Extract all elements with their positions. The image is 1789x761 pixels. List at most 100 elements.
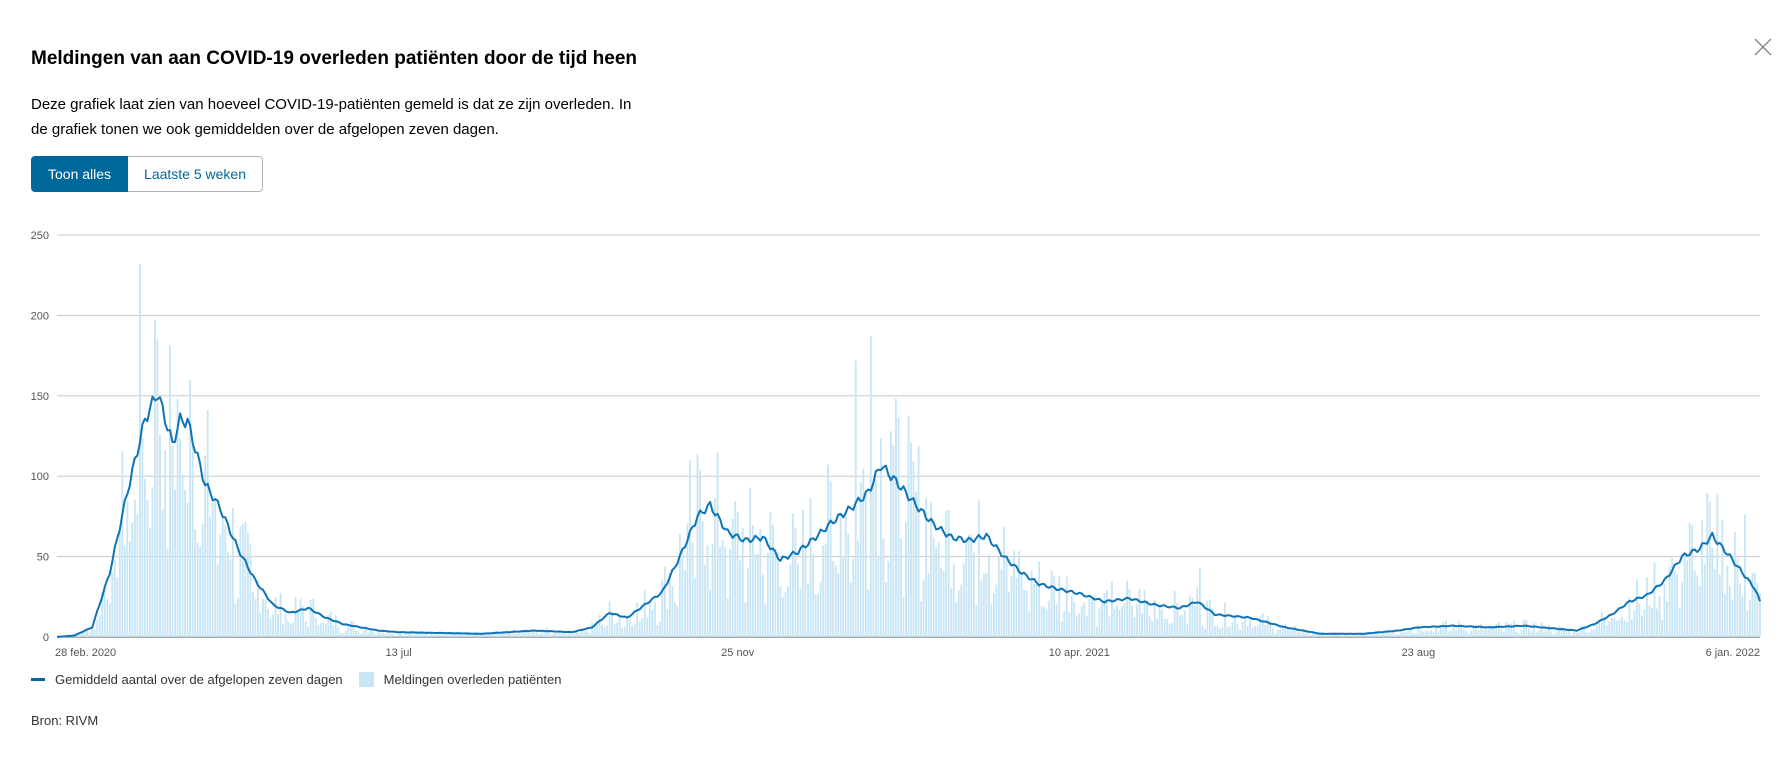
bar <box>1598 622 1601 637</box>
bar <box>578 632 581 637</box>
bar <box>1306 632 1309 637</box>
bar <box>679 534 681 637</box>
y-tick-label: 200 <box>31 310 49 322</box>
bar <box>1668 566 1671 637</box>
bar <box>1138 588 1141 637</box>
bar <box>417 631 420 637</box>
y-tick-label: 0 <box>43 632 49 644</box>
bar <box>181 475 184 637</box>
last-5-weeks-button[interactable]: Laatste 5 weken <box>128 156 264 192</box>
bar <box>834 565 837 637</box>
bar <box>854 360 857 637</box>
bar <box>370 630 372 637</box>
bar <box>209 516 212 637</box>
bar <box>1206 600 1209 637</box>
bar <box>475 632 478 637</box>
bar <box>410 633 413 637</box>
bar <box>397 632 400 637</box>
bar <box>277 614 279 637</box>
bar <box>1420 630 1422 637</box>
bar <box>302 606 305 637</box>
bar <box>925 497 927 637</box>
bar <box>254 599 257 637</box>
show-all-button[interactable]: Toon alles <box>31 156 129 192</box>
bar <box>420 631 423 637</box>
bar <box>1723 593 1726 637</box>
bar <box>463 635 465 637</box>
bar <box>1588 632 1591 637</box>
bar <box>495 630 498 637</box>
bar <box>832 560 835 637</box>
bar <box>568 632 571 637</box>
bar <box>774 548 777 637</box>
bar <box>457 633 460 637</box>
bar <box>1487 628 1490 637</box>
bar <box>490 632 493 637</box>
bar <box>422 633 425 637</box>
bar <box>601 625 603 637</box>
bar <box>842 557 845 637</box>
legend-line-swatch <box>31 678 45 681</box>
bar <box>365 628 367 637</box>
bar <box>1751 572 1754 637</box>
bar <box>1485 629 1488 637</box>
bar <box>528 630 531 637</box>
bar <box>1083 602 1086 637</box>
bar <box>890 431 892 637</box>
bar <box>375 633 377 637</box>
bar <box>360 634 362 637</box>
bar <box>257 579 259 637</box>
bar <box>1417 625 1420 637</box>
bar <box>1620 616 1623 637</box>
bar <box>1565 629 1568 637</box>
bar <box>304 621 307 637</box>
bar <box>1382 632 1385 637</box>
bar <box>297 611 300 637</box>
bar <box>1095 626 1098 637</box>
bar <box>1691 525 1694 637</box>
bar <box>113 560 116 637</box>
bar <box>1312 632 1314 637</box>
bar <box>1269 620 1272 637</box>
bar <box>1126 580 1128 637</box>
bar <box>1101 602 1103 637</box>
bar <box>879 438 882 637</box>
bar <box>156 339 159 637</box>
bar <box>1525 619 1528 637</box>
bar <box>1005 560 1008 637</box>
bar <box>204 455 207 637</box>
bar <box>1018 551 1020 637</box>
bar <box>623 626 626 637</box>
y-tick-label: 150 <box>31 391 49 403</box>
bar <box>706 545 709 637</box>
bar <box>312 598 315 637</box>
bar <box>1593 629 1596 637</box>
x-tick-label: 25 nov <box>721 647 755 659</box>
bar <box>1123 602 1126 637</box>
bar <box>186 502 189 637</box>
bar <box>922 579 925 637</box>
bar <box>1661 620 1663 637</box>
bar <box>267 609 269 637</box>
bar <box>571 634 573 637</box>
bar-series <box>63 263 1761 637</box>
bar <box>553 633 556 637</box>
bar <box>317 625 320 637</box>
bar <box>1440 624 1442 637</box>
bar <box>746 567 749 637</box>
bar <box>704 564 706 637</box>
bar <box>1641 616 1643 637</box>
bar <box>1286 626 1289 637</box>
bar <box>1716 494 1719 637</box>
bar <box>269 618 272 637</box>
close-icon[interactable] <box>1752 36 1774 58</box>
bar <box>621 628 624 637</box>
bar <box>638 621 641 637</box>
bar <box>199 546 202 637</box>
bar <box>1116 605 1118 637</box>
bar <box>440 633 443 637</box>
bar <box>794 527 797 637</box>
bar <box>206 410 209 637</box>
bar <box>166 548 169 637</box>
bar <box>98 615 101 637</box>
